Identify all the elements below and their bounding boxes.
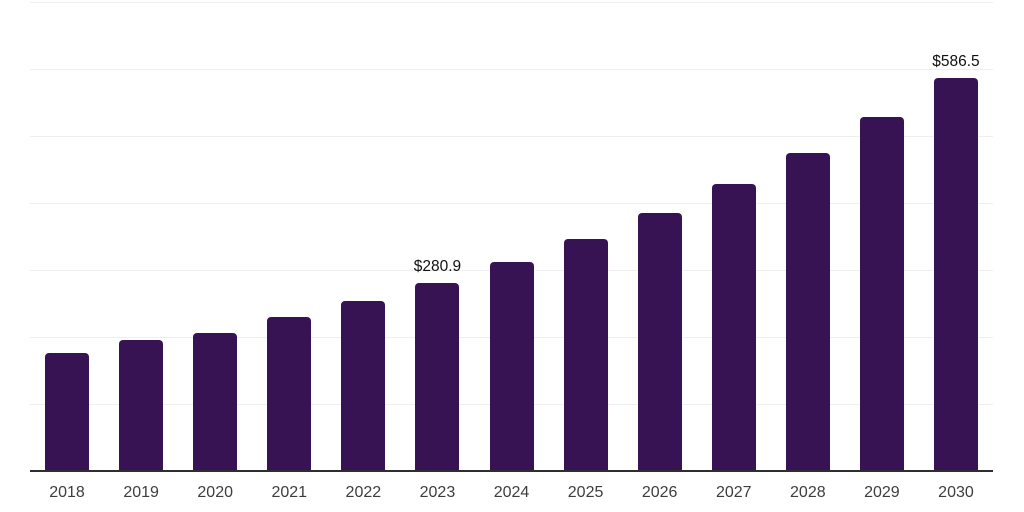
bar-2025 xyxy=(563,238,608,471)
x-axis-label-2025: 2025 xyxy=(567,484,604,501)
bar-slot-2030: $586.5 xyxy=(919,2,993,471)
x-axis-label-2020: 2020 xyxy=(197,484,233,501)
x-axis-label-2021: 2021 xyxy=(271,484,308,501)
plot-area: $280.9 $586.5 xyxy=(30,2,993,472)
data-label-2023: $280.9 xyxy=(413,257,462,275)
x-axis-label-2030: 2030 xyxy=(938,484,974,501)
x-axis-label-2029: 2029 xyxy=(864,484,900,501)
bar-slot-2020 xyxy=(178,2,252,471)
x-axis-label-2024: 2024 xyxy=(493,484,530,501)
bar-2027 xyxy=(711,184,756,471)
bar-slot-2023: $280.9 xyxy=(400,2,474,471)
bar-2028 xyxy=(785,152,830,471)
bar-slot-2021 xyxy=(252,2,326,471)
bar-slot-2027 xyxy=(697,2,771,471)
bar-2023 xyxy=(415,282,460,471)
bar-2024 xyxy=(489,261,534,471)
bar-slot-2029 xyxy=(845,2,919,471)
gridline-400 xyxy=(30,203,993,204)
gridline-700 xyxy=(30,2,993,3)
gridline-500 xyxy=(30,136,993,137)
bars: $280.9 $586.5 xyxy=(30,2,993,471)
x-axis-label-2019: 2019 xyxy=(123,484,159,501)
x-axis-line xyxy=(30,470,993,472)
bar-slot-2024 xyxy=(474,2,548,471)
x-axis-label-2027: 2027 xyxy=(715,484,752,501)
bar-2030 xyxy=(933,78,978,471)
bar-2019 xyxy=(119,340,164,471)
bar-2026 xyxy=(637,212,682,471)
bar-2022 xyxy=(341,301,386,471)
data-label-2030: $586.5 xyxy=(932,53,980,70)
bar-2029 xyxy=(859,117,904,471)
x-axis-label-2022: 2022 xyxy=(345,484,382,501)
bar-slot-2018 xyxy=(30,2,104,471)
x-axis-label-2018: 2018 xyxy=(49,484,85,501)
x-axis-label-2028: 2028 xyxy=(790,484,826,501)
bar-2020 xyxy=(193,332,238,471)
bar-slot-2022 xyxy=(326,2,400,471)
x-axis-labels: 2018 2019 2020 2021 2022 2023 2024 2025 2026 2027… xyxy=(30,478,993,502)
bar-slot-2028 xyxy=(771,2,845,471)
gridline-600 xyxy=(30,69,993,70)
bar-2021 xyxy=(267,317,312,471)
x-axis-label-2023: 2023 xyxy=(419,484,456,501)
bar-2018 xyxy=(45,353,90,471)
bar-slot-2026 xyxy=(623,2,697,471)
x-axis-label-2026: 2026 xyxy=(641,484,678,501)
bar-slot-2025 xyxy=(549,2,623,471)
bar-slot-2019 xyxy=(104,2,178,471)
